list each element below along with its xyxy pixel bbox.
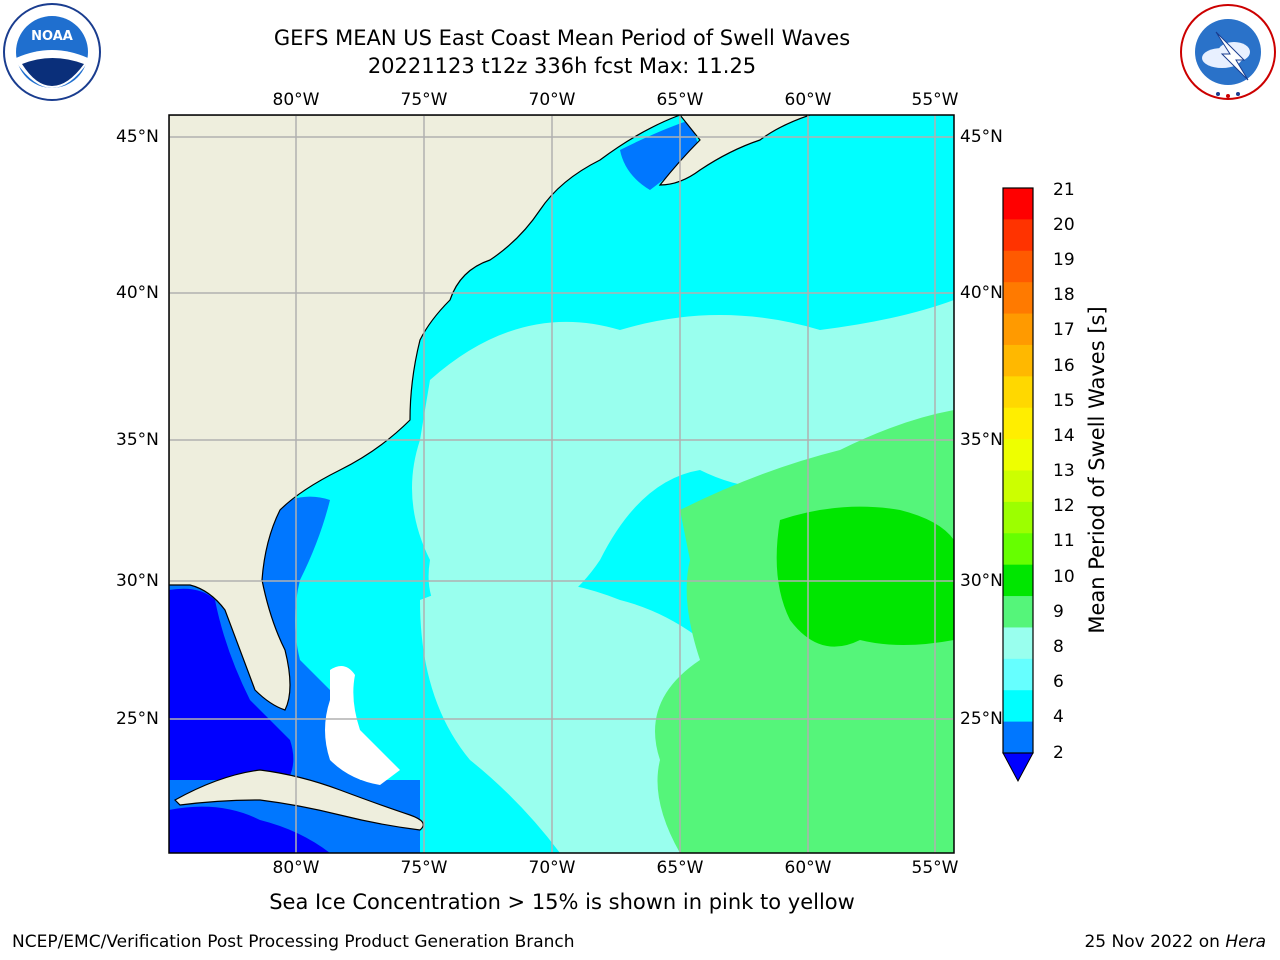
band-below-2-gulf [169,588,294,790]
colorbar-tick: 14 [1053,426,1075,446]
lon-label-bottom: 60°W [784,858,832,878]
lat-label-left: 45°N [116,127,159,147]
colorbar-cell [1003,376,1033,409]
lat-label-right: 40°N [960,283,1003,303]
band-10-11 [776,506,954,647]
swell-period-field [169,115,954,853]
map-frame [168,114,955,854]
colorbar-tick: 18 [1053,285,1075,305]
lat-label-right: 25°N [960,709,1003,729]
lon-label-bottom: 55°W [911,858,959,878]
colorbar-cell [1003,533,1033,566]
colorbar-cell [1003,690,1033,723]
noaa-logo: NOAA [3,3,101,101]
colorbar-tick: 16 [1053,356,1075,376]
lon-label-bottom: 80°W [272,858,320,878]
colorbar-tick: 19 [1053,250,1075,270]
colorbar-cell [1003,439,1033,471]
footer-date: 25 Nov 2022 on Hera [1084,932,1266,952]
noaa-logo-text: NOAA [31,29,73,44]
lat-label-left: 30°N [116,571,159,591]
colorbar-cell [1003,282,1033,315]
footer-date-text: 25 Nov 2022 on [1084,932,1220,952]
colorbar-cell [1003,407,1033,440]
lon-label-top: 60°W [784,90,832,110]
nws-logo [1180,4,1276,100]
lon-label-bottom: 75°W [400,858,448,878]
colorbar-tick: 11 [1053,531,1075,551]
lon-label-top: 65°W [656,90,704,110]
colorbar-tick: 20 [1053,215,1075,235]
colorbar-title: Mean Period of Swell Waves [s] [1085,306,1109,634]
colorbar [1002,187,1034,783]
lat-label-left: 40°N [116,283,159,303]
lat-label-left: 25°N [116,709,159,729]
sea-ice-note: Sea Ice Concentration > 15% is shown in … [269,890,855,914]
colorbar-tick: 4 [1053,707,1064,727]
colorbar-tick: 10 [1053,567,1075,587]
lat-label-right: 35°N [960,430,1003,450]
colorbar-tick: 6 [1053,672,1064,692]
lat-label-right: 30°N [960,571,1003,591]
colorbar-cell [1003,470,1033,503]
band-8-9 [412,300,954,640]
lon-label-top: 55°W [911,90,959,110]
lat-label-right: 45°N [960,127,1003,147]
colorbar-cell [1003,250,1033,283]
colorbar-tick: 8 [1053,637,1064,657]
lat-label-left: 35°N [116,430,159,450]
colorbar-tick: 21 [1053,180,1075,200]
colorbar-cell [1003,564,1033,597]
graticule [169,115,954,853]
chart-title: GEFS MEAN US East Coast Mean Period of S… [273,26,851,50]
footer-host: Hera [1225,932,1266,952]
colorbar-cell [1003,627,1033,660]
lon-label-top: 70°W [528,90,576,110]
colorbar-tick: 17 [1053,320,1075,340]
lon-label-top: 80°W [272,90,320,110]
colorbar-cell [1003,188,1033,220]
chart-subtitle: 20221123 t12z 336h fcst Max: 11.25 [367,54,757,78]
colorbar-tick: 9 [1053,602,1064,622]
colorbar-cell [1003,721,1033,754]
colorbar-cell [1003,596,1033,628]
colorbar-cell [1003,501,1033,534]
colorbar-cell [1003,344,1033,377]
colorbar-tick: 13 [1053,461,1075,481]
colorbar-underflow-triangle [1002,752,1034,783]
land-nova-scotia [658,115,811,186]
footer-credit: NCEP/EMC/Verification Post Processing Pr… [12,932,575,952]
colorbar-cell [1003,219,1033,252]
lon-label-bottom: 70°W [528,858,576,878]
colorbar-tick: 15 [1053,391,1075,411]
lon-label-top: 75°W [400,90,448,110]
colorbar-frame [1002,187,1034,754]
bahamas-banks [325,666,400,785]
band-below-2-caribbean [169,806,330,853]
colorbar-cell [1003,658,1033,691]
colorbar-tick: 2 [1053,743,1064,763]
land-cuba [174,769,424,831]
colorbar-tick: 12 [1053,496,1075,516]
lon-label-bottom: 65°W [656,858,704,878]
colorbar-cell [1003,313,1033,346]
